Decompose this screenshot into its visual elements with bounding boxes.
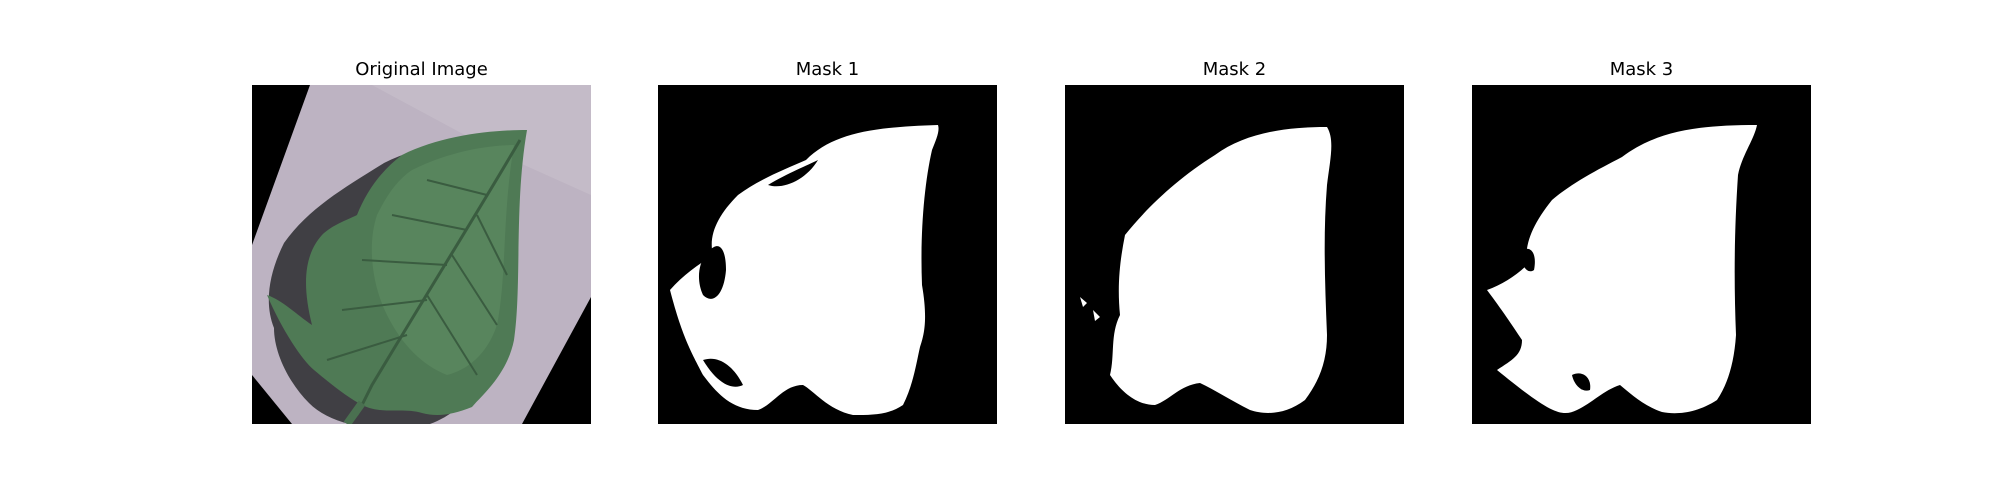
panel-title: Original Image [355, 59, 488, 80]
leaf-vein [391, 214, 468, 231]
leaf-vein [341, 299, 428, 311]
mask-image [1472, 85, 1811, 424]
leaf-vein [451, 254, 498, 326]
mask-hole [1521, 248, 1535, 272]
mask-hole [768, 160, 818, 187]
leaf-vein [426, 179, 488, 196]
mask-hole [748, 155, 788, 172]
panel-title: Mask 3 [1609, 59, 1674, 80]
panel-title: Mask 1 [795, 59, 860, 80]
mask-hole [698, 246, 726, 299]
mask-hole [1567, 157, 1607, 175]
leaf-photo [252, 85, 591, 424]
mask-speck [1080, 297, 1087, 307]
leaf-vein [326, 334, 408, 361]
mask-speck [1093, 310, 1100, 321]
mask-hole [1572, 373, 1591, 391]
leaf-vein [361, 259, 448, 266]
leaf-vein [426, 294, 478, 376]
mask-image [1065, 85, 1404, 424]
leaf-highlight [371, 145, 514, 375]
mask-image [658, 85, 997, 424]
mask-foreground [1110, 127, 1332, 413]
mask-foreground [670, 125, 939, 415]
mask-foreground [1487, 125, 1757, 414]
leaf-stem [343, 400, 366, 424]
leaf-vein [476, 214, 508, 276]
panel-title: Mask 2 [1202, 59, 1267, 80]
mask-hole [703, 358, 743, 387]
leaf-midrib [355, 139, 522, 416]
